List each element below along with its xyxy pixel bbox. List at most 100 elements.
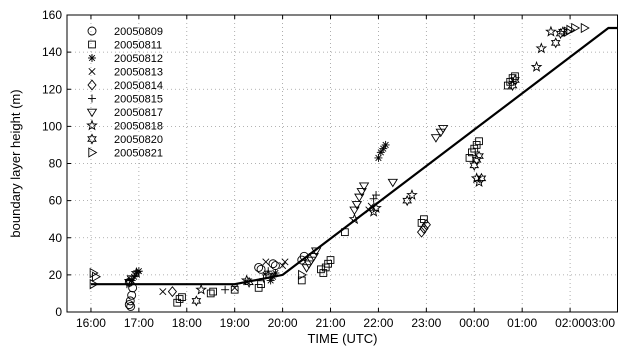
data-point-triangle-down: [437, 124, 449, 134]
data-point-hexagram: [507, 79, 518, 92]
legend-label: 20050813: [114, 67, 163, 79]
data-point-star: [406, 188, 418, 200]
series-20050817: [124, 124, 449, 288]
x-tick-label: 17:00: [124, 316, 154, 330]
data-point-triangle-down: [356, 188, 367, 197]
y-tick-label: 40: [49, 231, 63, 245]
legend-marker-asterisk: [88, 54, 96, 62]
data-point-triangle-down: [358, 182, 370, 192]
data-point-circle: [254, 263, 264, 272]
data-point-hexagram: [469, 159, 480, 171]
data-point-hexagram: [402, 195, 413, 207]
data-point-circle: [127, 290, 137, 300]
legend-marker-circle: [87, 26, 97, 36]
data-point-triangle-right: [89, 278, 99, 290]
y-tick-label: 60: [49, 194, 63, 208]
data-point-circle: [124, 300, 134, 310]
data-point-star: [535, 42, 548, 54]
legend-entry: 20050814: [87, 79, 163, 92]
legend-marker-triangle-right: [88, 147, 98, 158]
legend-label: 20050817: [114, 107, 163, 119]
legend-entry: 20050820: [87, 133, 163, 146]
data-points: [89, 22, 590, 311]
data-point-triangle-right: [89, 267, 99, 279]
data-point-square: [326, 256, 335, 264]
legend-label: 20050809: [114, 26, 163, 38]
data-point-circle: [268, 259, 278, 269]
data-point-x: [231, 284, 239, 292]
data-point-circle: [299, 251, 309, 261]
axis-ticks: [67, 14, 618, 313]
legend-entry: 20050818: [86, 119, 163, 133]
data-point-triangle-down: [349, 206, 360, 216]
data-point-circle: [126, 301, 136, 311]
legend-label: 20050815: [114, 94, 163, 106]
y-tick-label: 140: [42, 45, 62, 59]
data-point-square: [257, 280, 265, 289]
x-tick-label: 20:00: [268, 316, 298, 330]
x-tick-label: 19:00: [220, 316, 250, 330]
data-point-star: [348, 213, 361, 225]
data-point-triangle-down: [351, 201, 363, 210]
legend-label: 20050811: [114, 40, 162, 52]
data-point-plus: [125, 276, 134, 285]
data-point-asterisk: [374, 153, 383, 162]
data-point-triangle-right: [566, 24, 576, 36]
x-tick-labels: 16:00 17:00 18:00 19:00 20:00 21:00 22:00 23:00…: [76, 316, 615, 330]
legend-entry: 20050812: [88, 53, 163, 65]
x-tick-label: 01:00: [507, 316, 537, 330]
legend-entry: 20050813: [88, 67, 163, 79]
legend-entry: 20050811: [88, 40, 162, 52]
data-point-hexagram: [191, 295, 202, 307]
data-point-diamond: [421, 219, 431, 231]
x-tick-label: 18:00: [172, 316, 202, 330]
data-point-star: [370, 201, 382, 213]
data-point-hexagram: [474, 150, 484, 162]
x-axis-label: TIME (UTC): [307, 331, 377, 346]
data-point-square: [475, 137, 483, 146]
data-point-square: [319, 269, 328, 277]
data-point-square: [178, 293, 186, 302]
data-point-star: [195, 283, 207, 295]
data-point-triangle-down: [387, 178, 399, 188]
data-point-diamond: [167, 286, 177, 298]
x-tick-label: 21:00: [316, 316, 346, 330]
data-point-triangle-right: [580, 22, 590, 34]
legend-marker-square: [88, 40, 96, 49]
series-20050821: [89, 22, 590, 290]
legend-entry: 20050821: [88, 147, 163, 160]
x-tick-label: 16:00: [76, 316, 106, 330]
data-point-triangle-down: [430, 134, 442, 143]
gridlines: [67, 15, 618, 312]
series-20050820: [191, 26, 568, 307]
data-point-square: [230, 285, 239, 294]
data-point-triangle-right: [571, 22, 581, 34]
legend-label: 20050820: [114, 134, 163, 146]
data-point-triangle-right: [92, 271, 102, 282]
data-point-circle: [256, 264, 266, 274]
y-axis-label: boundary layer height (m): [8, 89, 23, 237]
legend-label: 20050818: [114, 121, 163, 133]
data-point-circle: [125, 296, 135, 306]
legend-label: 20050821: [114, 148, 163, 160]
data-point-triangle-right: [298, 269, 308, 281]
y-tick-label: 100: [42, 119, 62, 133]
legend-marker-plus: [88, 94, 96, 103]
data-point-x: [279, 262, 287, 270]
data-point-diamond: [419, 222, 429, 234]
x-tick-label: 02:00: [555, 316, 585, 330]
data-point-hexagram: [244, 276, 254, 288]
data-point-square: [206, 289, 215, 298]
legend-marker-hexagram: [87, 133, 97, 145]
y-tick-label: 80: [49, 157, 63, 171]
x-tick-label: 23:00: [411, 316, 441, 330]
x-tick-label: 00:00: [459, 316, 489, 330]
legend-marker-diamond: [87, 79, 97, 91]
data-point-diamond: [416, 226, 427, 238]
model-line: [91, 26, 618, 286]
data-point-hexagram: [550, 37, 561, 49]
data-point-x: [281, 258, 289, 266]
